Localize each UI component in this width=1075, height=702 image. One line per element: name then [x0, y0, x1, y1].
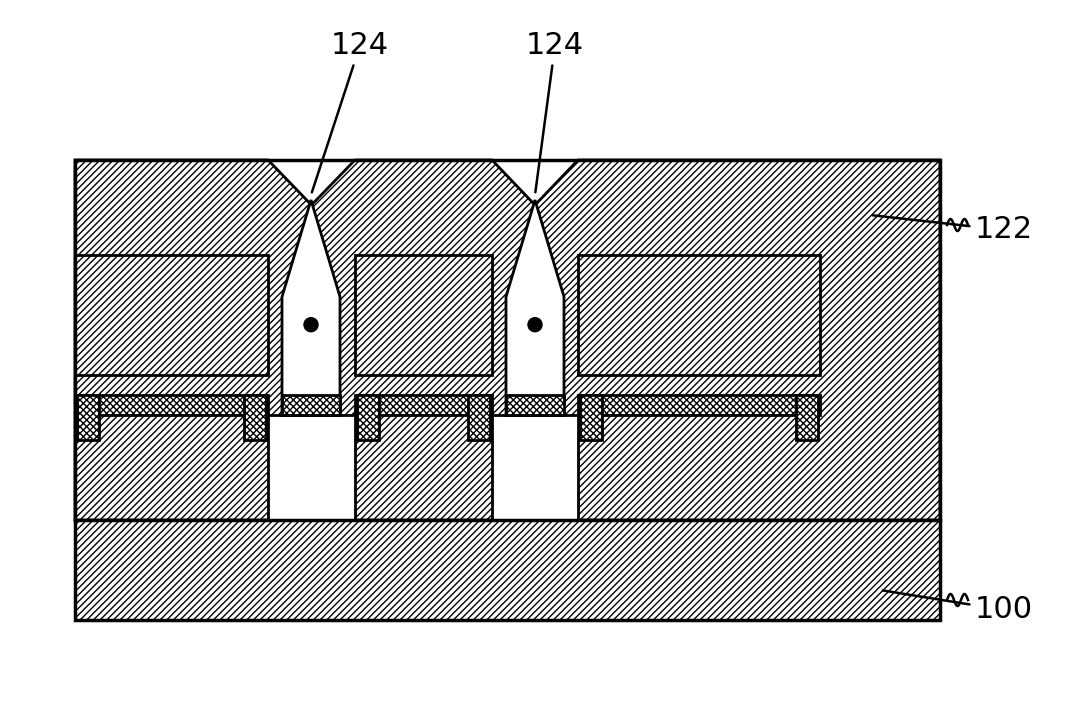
Bar	[357, 395, 379, 440]
Text: 124: 124	[526, 31, 584, 192]
Bar	[75, 160, 940, 620]
Bar	[578, 395, 820, 415]
Bar	[77, 395, 99, 440]
Bar	[282, 395, 340, 415]
Bar	[75, 395, 268, 415]
Bar	[580, 395, 602, 440]
Bar	[75, 395, 268, 415]
Bar	[75, 255, 268, 375]
Bar	[355, 255, 492, 375]
Bar	[355, 395, 492, 415]
Bar	[268, 415, 355, 520]
Bar	[282, 395, 340, 415]
Polygon shape	[282, 200, 340, 415]
Bar	[244, 395, 266, 440]
Bar	[796, 395, 818, 440]
Bar	[75, 255, 268, 375]
Bar	[578, 255, 820, 375]
Bar	[580, 395, 602, 440]
Bar	[77, 395, 99, 440]
Circle shape	[528, 318, 542, 332]
Bar	[355, 255, 492, 375]
Bar	[796, 395, 818, 440]
Polygon shape	[75, 160, 940, 520]
Bar	[244, 395, 266, 440]
Bar	[578, 255, 820, 375]
Text: 100: 100	[883, 590, 1033, 625]
Bar	[578, 395, 820, 415]
Bar	[492, 415, 578, 520]
Polygon shape	[75, 520, 940, 620]
Text: 122: 122	[873, 216, 1033, 244]
Bar	[468, 395, 490, 440]
Bar	[357, 395, 379, 440]
Bar	[468, 395, 490, 440]
Bar	[355, 395, 492, 415]
Text: 124: 124	[312, 31, 389, 192]
Bar	[506, 395, 564, 415]
Polygon shape	[506, 200, 564, 415]
Circle shape	[304, 318, 318, 332]
Bar	[506, 395, 564, 415]
